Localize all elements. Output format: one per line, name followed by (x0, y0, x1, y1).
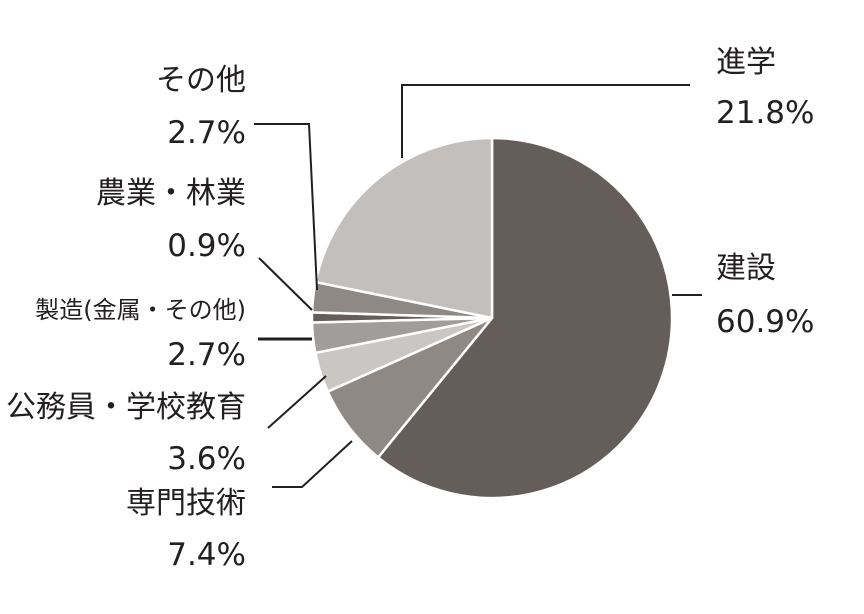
pie-slice-kensetsu (376, 136, 674, 500)
leader-line-nougyou-ringyou (258, 257, 313, 311)
slice-name-label-shingaku: 進学 (716, 45, 776, 80)
slice-percent-label-kensetsu: 60.9% (716, 304, 814, 340)
slice-name-label-nougyou-ringyou: 農業・林業 (96, 176, 246, 211)
slice-percent-label-koumuin-gakkou: 3.6% (167, 441, 246, 477)
slice-percent-label-shingaku: 21.8% (716, 95, 814, 131)
slice-percent-label-senmon-gijutsu: 7.4% (167, 537, 246, 573)
slice-name-label-seizou: 製造(金属・その他) (35, 296, 246, 324)
leader-line-koumuin-gakkou (267, 375, 327, 429)
slice-name-label-koumuin-gakkou: 公務員・学校教育 (6, 390, 246, 425)
leader-line-shingaku (401, 84, 690, 158)
slice-name-label-senmon-gijutsu: 専門技術 (126, 486, 246, 521)
leader-line-sonota (254, 123, 318, 291)
pie-slice-shingaku (314, 136, 494, 320)
leader-line-senmon-gijutsu (272, 440, 353, 488)
slice-percent-label-sonota: 2.7% (167, 115, 246, 151)
slice-percent-label-seizou: 2.7% (167, 337, 246, 373)
slice-percent-label-nougyou-ringyou: 0.9% (167, 228, 246, 264)
slice-name-label-kensetsu: 建設 (716, 251, 776, 286)
slice-name-label-sonota: その他 (156, 63, 246, 98)
